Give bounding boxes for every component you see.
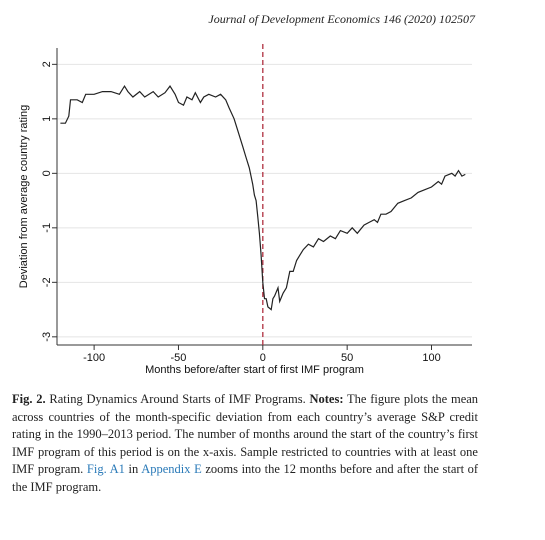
caption-text: zooms into the 12 months before and afte…	[12, 462, 479, 494]
chart: -3 -2 -1 0 1 2 -100 -50 0 50 100 Months before/afte…	[18, 44, 472, 376]
y-tick-label: -2	[41, 277, 53, 287]
y-tick-label: -1	[41, 223, 53, 233]
appendix-link[interactable]: Appendix E	[141, 462, 202, 476]
fig-title: Rating Dynamics Around Starts of IMF Pro…	[49, 392, 306, 406]
x-tick-label: -50	[171, 352, 187, 364]
x-tick-label: 0	[260, 352, 266, 364]
y-tick-label: 0	[41, 170, 53, 176]
figure-link[interactable]: Fig. A1	[86, 462, 125, 476]
y-tick-label: 1	[41, 116, 53, 122]
caption-text: The figure plots the mean across countri…	[12, 392, 479, 476]
y-tick-label: -3	[41, 332, 53, 342]
data-line	[60, 84, 466, 311]
fig-label: Fig. 2.	[12, 392, 46, 406]
x-tick-label: -100	[83, 352, 105, 364]
caption: Fig. 2. Rating Dynamics Around Starts of…	[12, 391, 478, 496]
x-axis-label: Months before/after start of first IMF p…	[145, 364, 364, 376]
notes-label: Notes:	[309, 392, 344, 406]
x-tick-label: 50	[341, 352, 353, 364]
journal-header: Journal of Development Economics 146 (20…	[208, 12, 475, 26]
y-axis-label: Deviation from average country rating	[18, 105, 30, 288]
y-tick-label: 2	[41, 61, 53, 67]
caption-text: in	[128, 462, 139, 476]
x-tick-label: 100	[422, 352, 440, 364]
